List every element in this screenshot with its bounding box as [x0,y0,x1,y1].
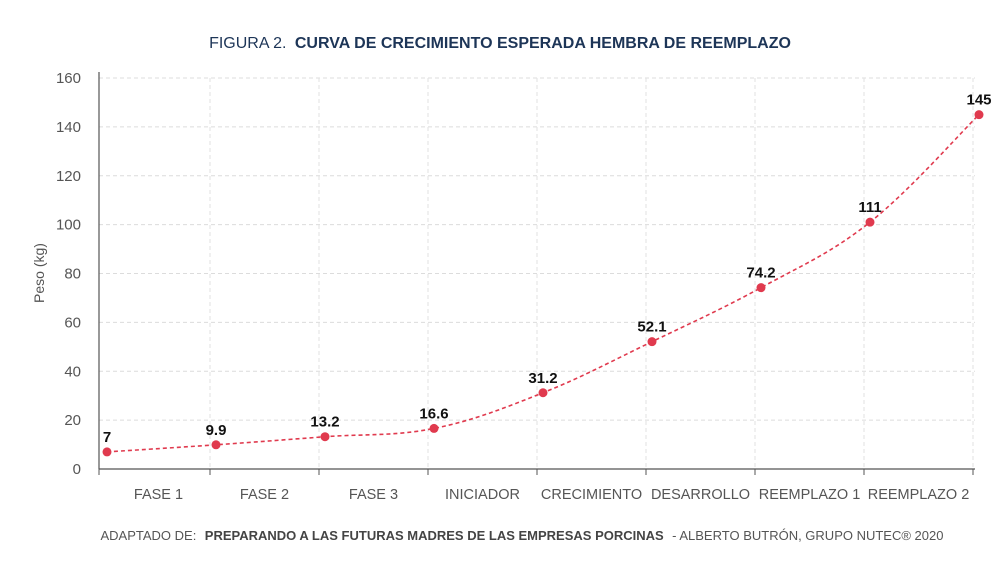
data-label: 13.2 [310,414,339,431]
data-label: 9.9 [206,422,227,439]
data-label: 145 [966,92,991,109]
svg-text:ADAPTADO DE: PREPARANDO: ADAPTADO DE: PREPARANDO A LAS FUTURAS MA… [101,527,944,544]
y-tick-label: 160 [56,70,81,87]
title-prefix: FIGURA 2. [209,35,286,52]
series-path [106,114,980,453]
x-category-label: INICIADOR [445,487,520,503]
x-category-label: CRECIMIENTO [541,487,642,503]
source-title: PREPARANDO A LAS FUTURAS MADRES DE LAS E… [205,528,664,543]
data-label: 74.2 [746,265,775,282]
y-tick-label: 80 [64,266,81,283]
data-point [974,110,984,120]
x-category-label: DESARROLLO [651,487,750,503]
x-category-label: FASE 1 [134,487,183,503]
chart-title: FIGURA 2. CURVA DE CRECIMIENTO ESPERADA … [209,35,791,52]
y-tick-label: 20 [64,412,81,429]
data-label: 31.2 [528,370,557,387]
data-point [756,283,766,293]
x-category-label: FASE 2 [240,487,289,503]
y-tick-label: 0 [73,461,81,478]
data-point [429,423,439,433]
y-tick-label: 120 [56,168,81,185]
data-point [538,388,548,398]
data-labels: 7 9.9 13.2 16.6 31.2 52.1 74.2 111 145 [103,92,992,446]
data-point [211,440,221,450]
source-prefix: ADAPTADO DE: [101,528,197,543]
data-point [102,447,112,457]
y-tick-label: 60 [64,314,81,331]
x-category-label: FASE 3 [349,487,398,503]
y-tick-label: 40 [64,363,81,380]
source-note: ADAPTADO DE: PREPARANDO A LAS FUTURAS MA… [101,527,944,544]
y-axis-title: Peso (kg) [31,243,47,303]
x-category-labels: FASE 1 FASE 2 FASE 3 INICIADOR CRECIMIENTO DE… [134,487,969,503]
gridlines [99,77,975,469]
data-point [647,337,657,347]
title-main: CURVA DE CRECIMIENTO ESPERADA HEMBRA DE … [295,35,791,52]
y-tick-labels: 0 20 40 60 80 100 120 140 160 [56,70,81,478]
data-label: 7 [103,429,111,446]
data-point [320,432,330,442]
y-tick-label: 100 [56,217,81,234]
svg-text:FIGURA 2. CURVA DE CRECI: FIGURA 2. CURVA DE CRECIMIENTO ESPERADA … [209,35,791,52]
data-label: 52.1 [637,319,666,336]
axes [98,72,975,475]
source-suffix: - ALBERTO BUTRÓN, GRUPO NUTEC® 2020 [672,528,943,543]
x-category-label: REEMPLAZO 2 [868,487,970,503]
data-label: 16.6 [419,405,448,422]
y-tick-label: 140 [56,119,81,136]
data-point [865,217,875,227]
data-label: 111 [858,199,881,216]
x-category-label: REEMPLAZO 1 [759,487,861,503]
series-line [102,110,984,457]
